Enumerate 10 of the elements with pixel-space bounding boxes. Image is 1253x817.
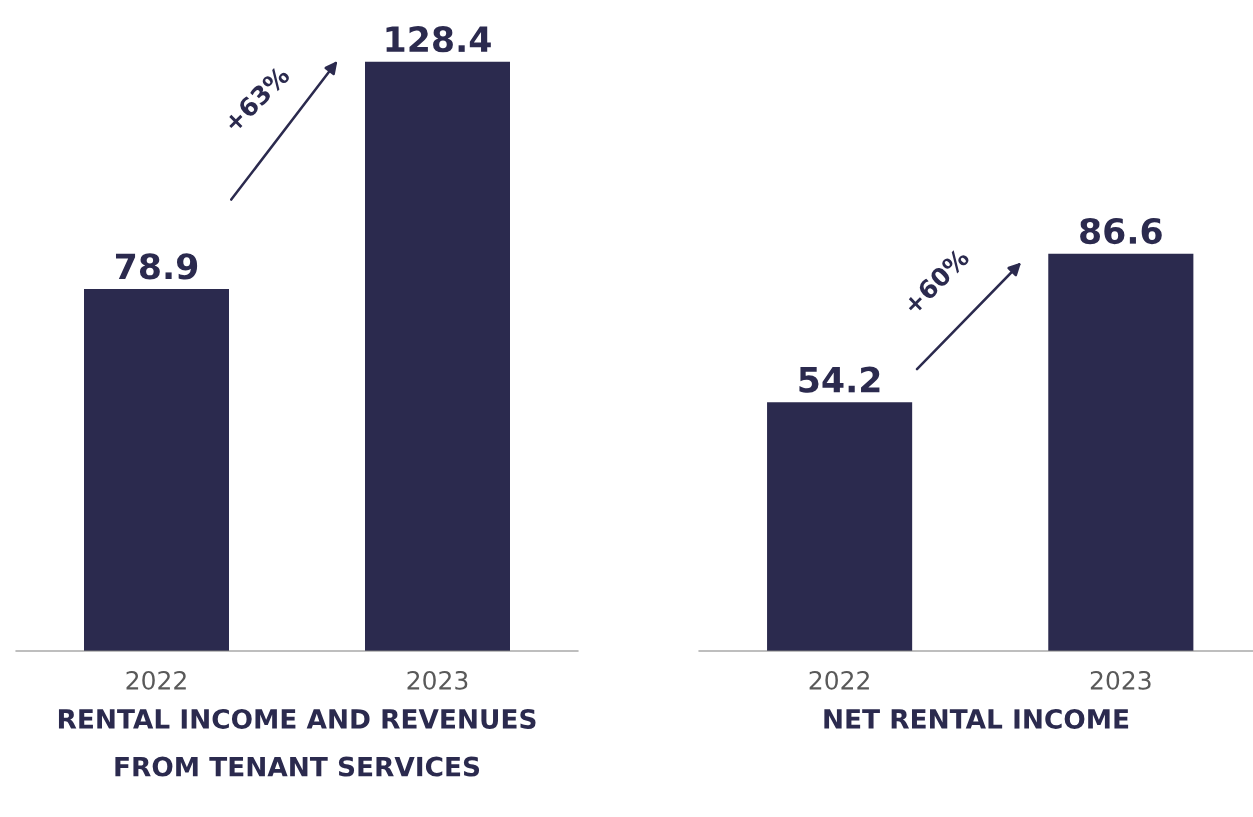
x-tick-label: 2023 — [407, 670, 468, 690]
x-tick-label: 2022 — [809, 670, 869, 690]
x-axis-title: NET RENTAL INCOME — [824, 708, 1129, 729]
x-tick-label: 2022 — [126, 670, 186, 690]
data-label: 78.9 — [115, 253, 198, 280]
data-label: 54.2 — [799, 366, 880, 393]
x-axis-title: RENTAL INCOME AND REVENUES FROM TENANT SERVICES — [58, 708, 536, 777]
data-label: 128.4 — [386, 26, 491, 53]
data-label: 86.6 — [1080, 217, 1162, 245]
x-tick-label: 2023 — [1090, 670, 1151, 690]
